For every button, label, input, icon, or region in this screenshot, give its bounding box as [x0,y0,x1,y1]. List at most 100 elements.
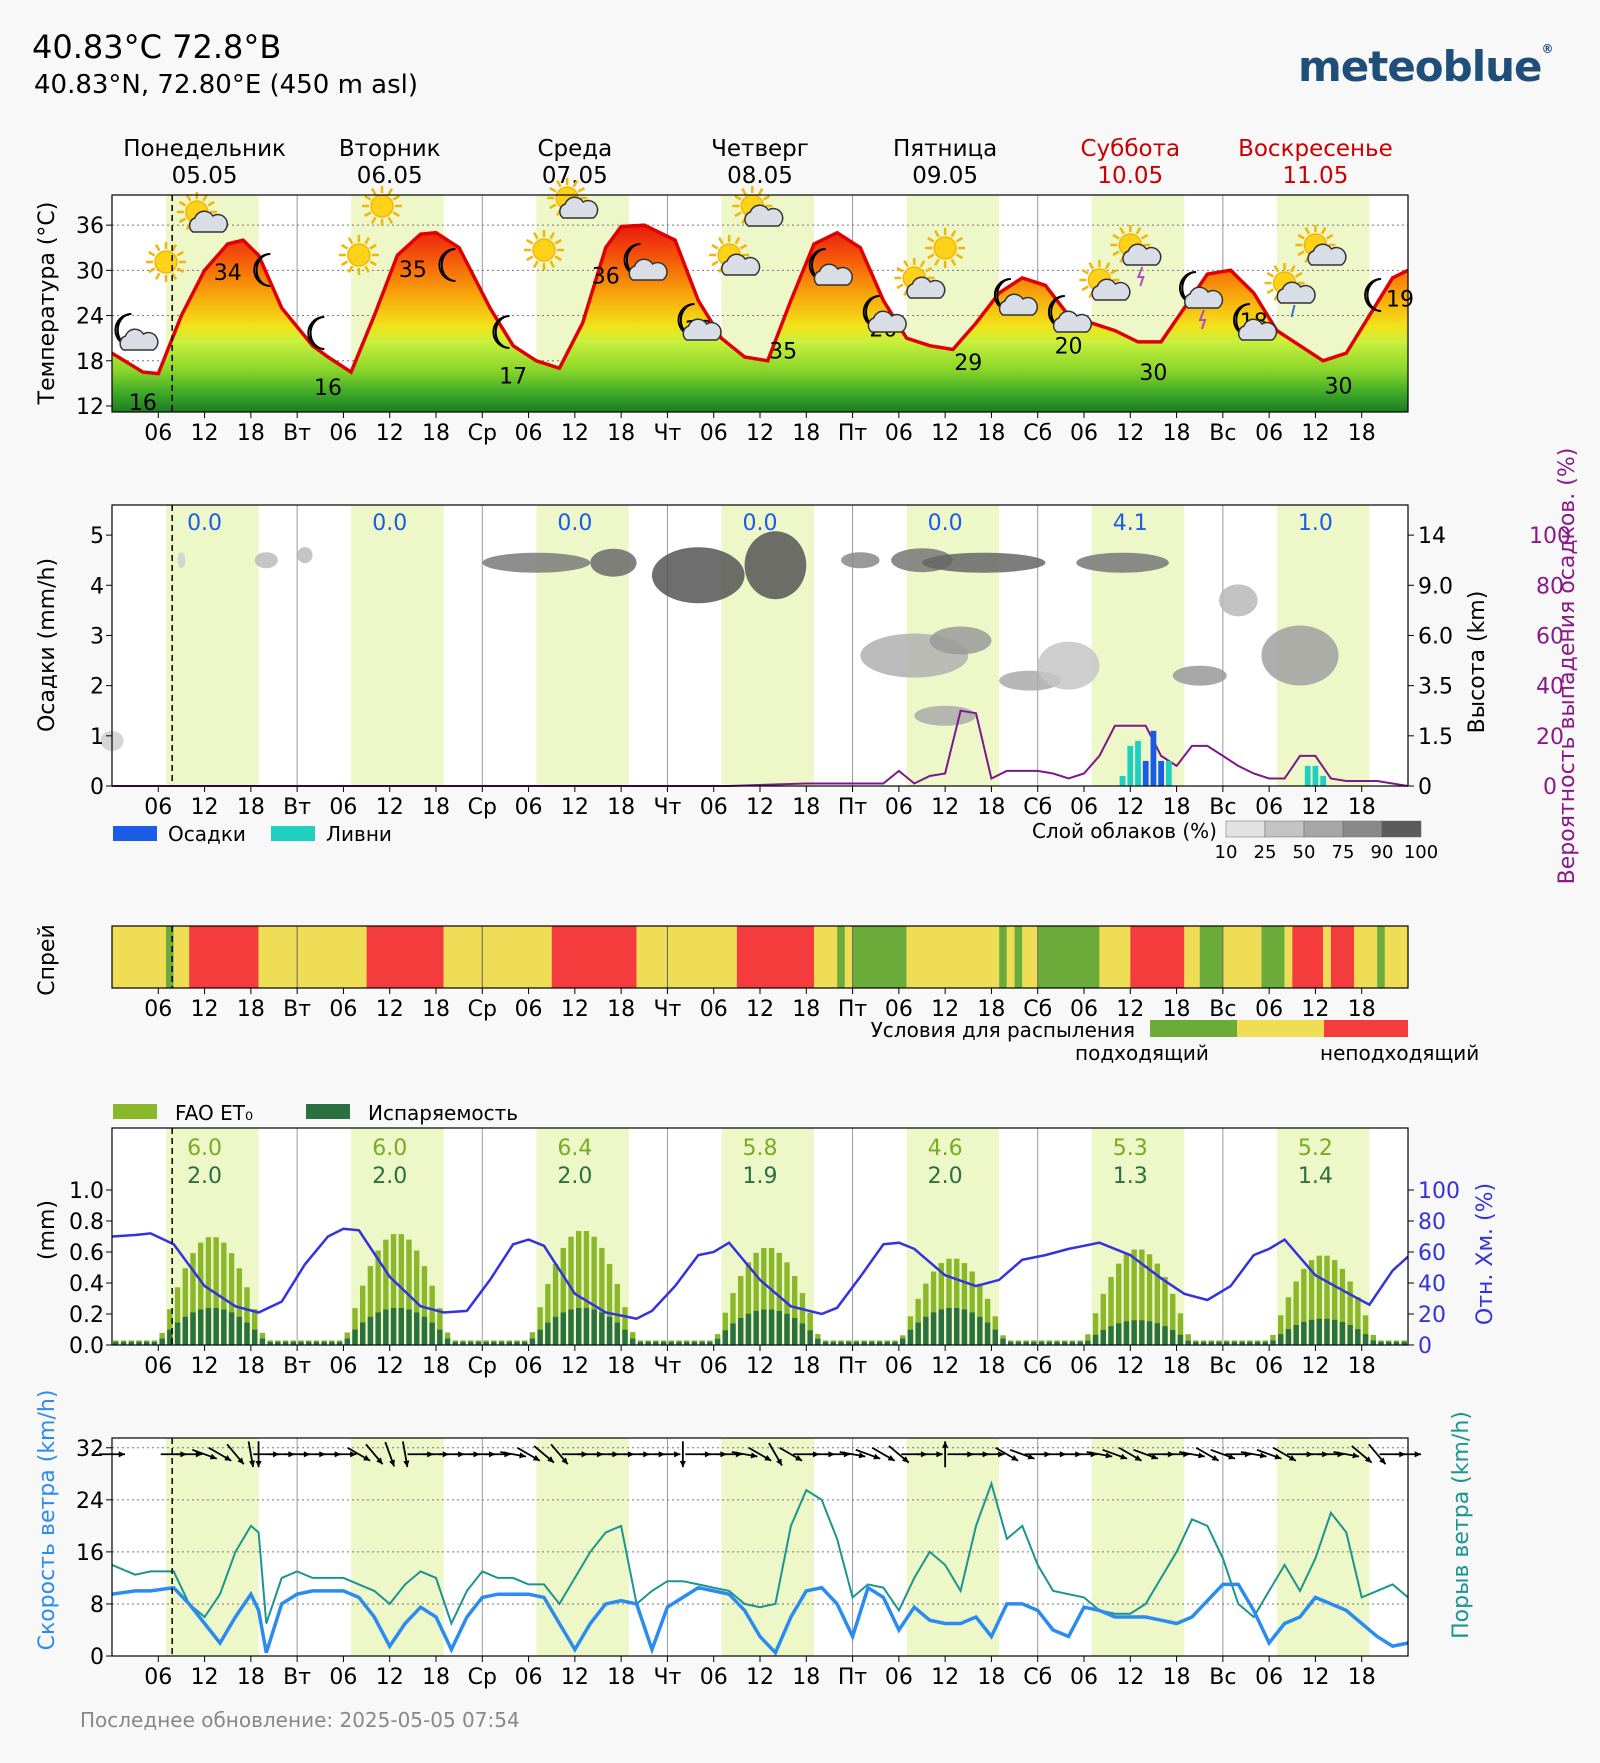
brand-logo[interactable]: meteoblue® [1298,42,1554,91]
et0-bar [1139,1249,1145,1345]
et-x-tick-label: 06 [1255,1354,1283,1379]
et0-bar [622,1307,628,1345]
sun-ray [896,266,904,273]
spray-legend-bad-swatch [1324,1020,1408,1037]
wind-direction-arrow [679,1441,686,1468]
et-daylight-band [1276,1128,1370,1345]
sun-ray [207,200,215,207]
spray-x-tick-label: 12 [1301,997,1329,1022]
sun-ray [1273,265,1280,273]
et0-bar [1324,1255,1330,1345]
et0-bar [213,1237,219,1345]
wind-arrow-head [1105,1452,1113,1459]
probability-tick-label: 0 [1543,775,1557,800]
et0-bar [1092,1313,1099,1345]
evaporation-bar [591,1309,597,1345]
evaporation-bar [1123,1321,1130,1345]
evaporation-bar [977,1316,983,1345]
evaporation-bar [313,1341,320,1345]
precip-x-tick-label: Чт [653,795,681,820]
precip-x-tick-label: 06 [144,795,172,820]
wind-arrow-head [942,1441,949,1448]
spray-segment [166,926,174,988]
et0-bar [252,1309,258,1345]
evaporation-bar [784,1313,790,1345]
spray-segment [1292,926,1324,988]
spray-segment [1261,926,1285,988]
wind-x-tick-label: Пт [838,1665,868,1690]
spray-segment [1184,926,1200,988]
et0-bar [768,1247,775,1345]
cloud-shape [1307,243,1347,266]
probability-axis-label: Вероятность выпадения осадков. (%) [1555,448,1580,885]
spray-legend-good-label: подходящий [1075,1041,1209,1065]
sun-icon [925,228,966,268]
evaporation-bar [1324,1318,1330,1345]
et0-bar [228,1253,235,1345]
precip-x-tick-label: 12 [746,795,774,820]
et0-bar [1162,1277,1168,1345]
precip-y-tick-label: 4 [90,574,104,599]
evaporation-bar [1308,1319,1315,1345]
evaporation-bar [792,1317,798,1345]
evaporation-bar [182,1316,188,1345]
wind-direction-arrow [888,1445,910,1464]
sun-ray [171,272,178,280]
temp-x-tick-label: 06 [700,421,728,446]
sun-ray [148,250,156,257]
wind-arrow-head [1198,1452,1205,1459]
evaporation-bar [398,1307,404,1345]
spray-x-tick-label: Ср [468,997,497,1022]
et0-bar [969,1271,975,1345]
temp-point-label: 30 [1139,361,1167,386]
cloud-layer-patch [1172,665,1227,686]
spray-x-tick-label: 18 [1348,997,1376,1022]
spray-x-tick-label: 18 [792,997,820,1022]
height-tick-label: 14 [1418,524,1446,549]
day-name: Суббота [1080,136,1180,162]
day-name: Среда [537,136,612,162]
wind-x-tick-label: 12 [931,1665,959,1690]
wind-direction-arrow [226,1443,245,1465]
location-subtitle: 40.83°N, 72.80°E (450 m asl) [34,70,419,100]
precip-x-tick-label: 12 [376,795,404,820]
evaporation-bar [1332,1319,1338,1345]
et0-bar [938,1263,944,1345]
wind-x-tick-label: Вт [283,1665,311,1690]
day-date: 05.05 [172,163,238,189]
spray-x-tick-label: 06 [700,997,728,1022]
spray-segment [443,926,552,988]
wind-frame [111,1437,1409,1657]
evaporation-bar [799,1323,806,1345]
et-y-axis-label: (mm) [35,1200,60,1260]
et0-bar [1146,1254,1153,1345]
et0-bar [1123,1254,1130,1345]
shower-bar [1320,775,1327,786]
wind-x-tick-label: 18 [237,1665,265,1690]
evaporation-bar [336,1341,343,1345]
gust-axis-label: Порыв ветра (km/h) [1449,1411,1474,1639]
sun-ray [1297,250,1305,257]
et-legend-swatch [306,1104,350,1119]
et0-bar [1339,1268,1346,1345]
sun-ray [924,266,933,273]
et0-daily-total: 6.0 [187,1136,222,1161]
precip-y-tick-label: 2 [90,675,104,700]
evaporation-bar [321,1341,327,1345]
sun-ray [549,260,556,268]
sun-ray [896,283,904,290]
temp-point-label: 16 [314,376,342,401]
et0-bar [552,1263,559,1345]
evaporation-bar [568,1309,574,1345]
wind-direction-arrow [916,1451,943,1458]
temp-point-label: 30 [1325,375,1353,400]
sun-ray [185,194,192,202]
evaporation-bar [691,1341,698,1345]
sun-ray [955,236,964,243]
evaporation-bar [992,1329,998,1345]
spray-x-tick-label: Вт [283,997,311,1022]
wind-arrow-head [561,1457,568,1465]
sun-disc [370,194,394,218]
temp-x-tick-label: 12 [376,421,404,446]
et0-bar [190,1253,196,1345]
